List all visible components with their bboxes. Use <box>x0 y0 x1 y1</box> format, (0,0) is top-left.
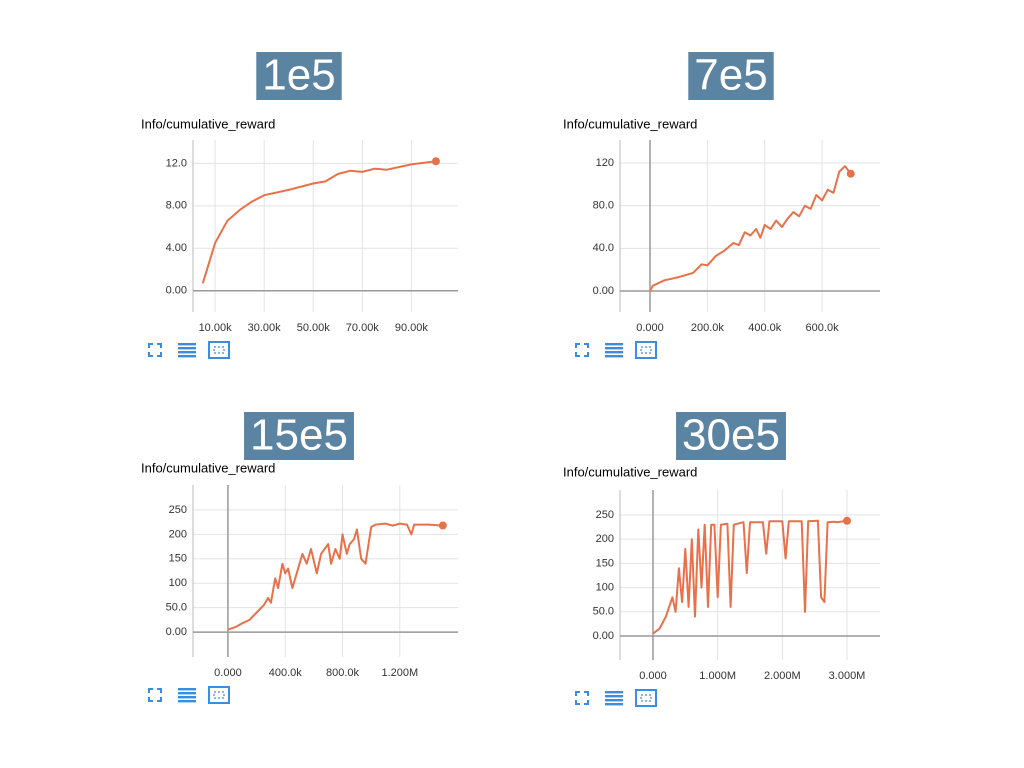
chart-subtitle: Info/cumulative_reward <box>141 460 275 475</box>
y-tick-label: 8.00 <box>166 200 187 212</box>
y-tick-label: 40.0 <box>593 242 614 254</box>
y-tick-label: 100 <box>169 577 187 589</box>
x-tick-label: 1.000M <box>699 670 736 682</box>
y-tick-label: 0.00 <box>166 285 187 297</box>
last-point <box>843 516 852 525</box>
x-tick-label: 0.000 <box>639 670 667 682</box>
y-tick-label: 80.0 <box>593 200 614 212</box>
y-tick-label: 0.00 <box>166 626 187 638</box>
y-tick-label: 200 <box>596 533 614 545</box>
legend-icon[interactable] <box>605 703 623 706</box>
title-badge <box>688 52 774 100</box>
legend-icon[interactable] <box>605 351 623 354</box>
fit-icon[interactable] <box>208 341 230 359</box>
legend-icon[interactable] <box>178 351 196 354</box>
x-tick-label: 50.00k <box>297 322 331 334</box>
x-tick-label: 400.0k <box>269 667 303 679</box>
last-point <box>438 521 447 530</box>
last-point <box>431 157 440 166</box>
legend-icon[interactable] <box>605 347 623 350</box>
legend-icon[interactable] <box>605 343 623 346</box>
y-tick-label: 250 <box>596 509 614 521</box>
chart-subtitle: Info/cumulative_reward <box>141 116 275 131</box>
x-tick-label: 10.00k <box>199 322 233 334</box>
x-tick-label: 600.0k <box>806 322 840 334</box>
y-tick-label: 0.00 <box>593 630 614 642</box>
legend-icon[interactable] <box>178 700 196 703</box>
data-line <box>201 160 437 284</box>
chart-subtitle: Info/cumulative_reward <box>563 116 697 131</box>
chart-title: 7e5 <box>694 51 767 100</box>
legend-icon[interactable] <box>605 355 623 358</box>
legend-icon[interactable] <box>178 347 196 350</box>
x-tick-label: 0.000 <box>214 667 242 679</box>
x-tick-label: 0.000 <box>636 322 664 334</box>
x-tick-label: 30.00k <box>248 322 282 334</box>
title-badge <box>676 412 786 460</box>
data-line <box>227 522 443 631</box>
x-tick-label: 90.00k <box>395 322 429 334</box>
x-tick-label: 400.0k <box>748 322 782 334</box>
legend-icon[interactable] <box>605 691 623 694</box>
fit-icon-inner <box>640 694 652 702</box>
last-point <box>846 169 855 178</box>
fit-icon-inner <box>640 346 652 354</box>
data-line <box>652 519 848 635</box>
expand-icon[interactable] <box>148 688 162 702</box>
x-tick-label: 2.000M <box>764 670 801 682</box>
y-tick-label: 100 <box>596 581 614 593</box>
legend-icon[interactable] <box>178 355 196 358</box>
title-badge <box>244 412 354 460</box>
legend-icon[interactable] <box>605 699 623 702</box>
legend-icon[interactable] <box>178 696 196 699</box>
x-tick-label: 1.200M <box>381 667 418 679</box>
x-tick-label: 70.00k <box>346 322 380 334</box>
expand-icon[interactable] <box>575 691 589 705</box>
chart-title: 1e5 <box>262 51 335 100</box>
fit-icon[interactable] <box>635 341 657 359</box>
y-tick-label: 50.0 <box>593 606 614 618</box>
y-tick-label: 150 <box>596 557 614 569</box>
y-tick-label: 4.00 <box>166 242 187 254</box>
y-tick-label: 250 <box>169 504 187 516</box>
y-tick-label: 12.0 <box>166 157 187 169</box>
y-tick-label: 50.0 <box>166 602 187 614</box>
expand-icon[interactable] <box>148 343 162 357</box>
fit-icon-inner <box>213 346 225 354</box>
legend-icon[interactable] <box>178 692 196 695</box>
title-badge <box>256 52 342 100</box>
chart-subtitle: Info/cumulative_reward <box>563 464 697 479</box>
y-tick-label: 0.00 <box>593 285 614 297</box>
data-line <box>649 165 852 292</box>
chart-title: 30e5 <box>682 411 780 460</box>
x-tick-label: 200.0k <box>691 322 725 334</box>
y-tick-label: 150 <box>169 553 187 565</box>
x-tick-label: 800.0k <box>326 667 360 679</box>
legend-icon[interactable] <box>605 695 623 698</box>
fit-icon[interactable] <box>208 686 230 704</box>
expand-icon[interactable] <box>575 343 589 357</box>
legend-icon[interactable] <box>178 688 196 691</box>
fit-icon[interactable] <box>635 689 657 707</box>
y-tick-label: 120 <box>596 157 614 169</box>
chart-title: 15e5 <box>250 411 348 460</box>
y-tick-label: 200 <box>169 528 187 540</box>
x-tick-label: 3.000M <box>829 670 866 682</box>
legend-icon[interactable] <box>178 343 196 346</box>
fit-icon-inner <box>213 691 225 699</box>
